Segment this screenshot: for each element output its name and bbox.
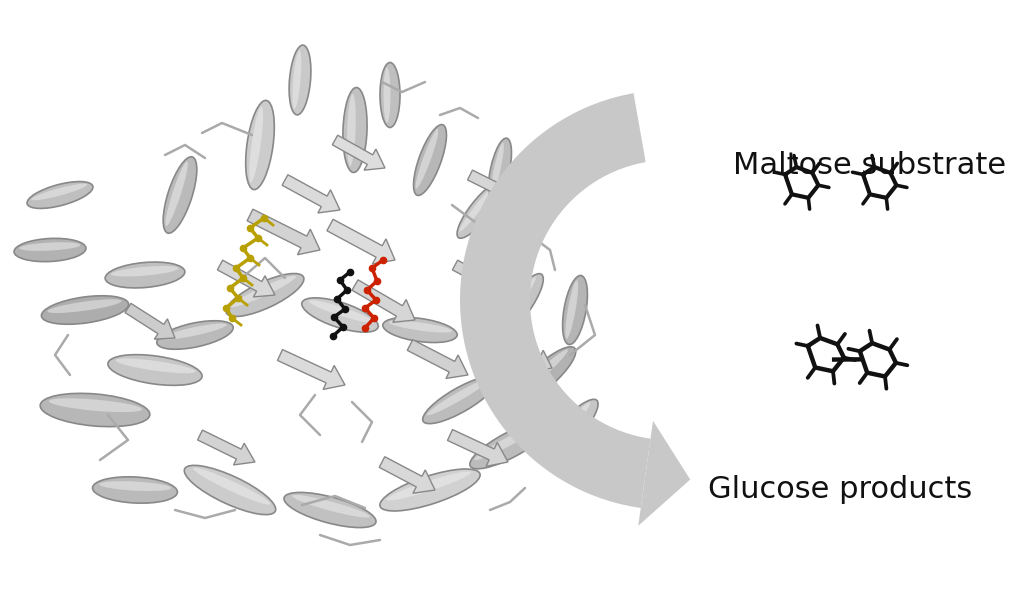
Ellipse shape bbox=[163, 157, 197, 233]
Ellipse shape bbox=[309, 300, 374, 323]
Text: Maltose substrate: Maltose substrate bbox=[733, 151, 1007, 179]
Ellipse shape bbox=[459, 185, 497, 232]
Ellipse shape bbox=[165, 161, 187, 226]
Ellipse shape bbox=[157, 321, 233, 349]
Ellipse shape bbox=[380, 469, 480, 511]
Ellipse shape bbox=[184, 466, 275, 515]
Ellipse shape bbox=[423, 376, 498, 424]
FancyArrow shape bbox=[379, 457, 435, 493]
Ellipse shape bbox=[302, 298, 378, 332]
Ellipse shape bbox=[490, 142, 504, 196]
Ellipse shape bbox=[111, 266, 178, 277]
Ellipse shape bbox=[230, 275, 296, 307]
Ellipse shape bbox=[545, 402, 591, 453]
Ellipse shape bbox=[32, 184, 87, 200]
Ellipse shape bbox=[380, 62, 400, 127]
Ellipse shape bbox=[99, 481, 171, 491]
FancyArrow shape bbox=[468, 170, 520, 203]
Ellipse shape bbox=[565, 280, 579, 339]
Ellipse shape bbox=[474, 424, 542, 460]
Ellipse shape bbox=[92, 477, 177, 503]
FancyArrow shape bbox=[447, 430, 508, 466]
Ellipse shape bbox=[292, 495, 370, 518]
Ellipse shape bbox=[19, 242, 80, 251]
FancyArrow shape bbox=[198, 430, 255, 465]
Ellipse shape bbox=[562, 275, 588, 344]
FancyArrow shape bbox=[278, 350, 345, 389]
Ellipse shape bbox=[383, 317, 457, 343]
FancyArrow shape bbox=[217, 260, 275, 297]
Ellipse shape bbox=[542, 399, 598, 461]
FancyArrow shape bbox=[247, 209, 319, 255]
FancyArrow shape bbox=[125, 304, 175, 339]
Ellipse shape bbox=[384, 67, 390, 122]
Ellipse shape bbox=[41, 296, 129, 324]
Ellipse shape bbox=[517, 349, 568, 395]
Ellipse shape bbox=[499, 277, 536, 329]
Ellipse shape bbox=[389, 320, 452, 332]
Ellipse shape bbox=[488, 138, 512, 202]
Ellipse shape bbox=[386, 472, 471, 500]
Ellipse shape bbox=[497, 274, 544, 337]
Polygon shape bbox=[638, 421, 690, 526]
Ellipse shape bbox=[194, 467, 270, 505]
Ellipse shape bbox=[249, 107, 263, 182]
Ellipse shape bbox=[416, 129, 438, 189]
Text: Glucose products: Glucose products bbox=[708, 475, 972, 505]
Ellipse shape bbox=[470, 421, 550, 469]
Ellipse shape bbox=[246, 100, 274, 190]
Polygon shape bbox=[460, 93, 650, 508]
FancyArrow shape bbox=[352, 280, 415, 322]
Ellipse shape bbox=[226, 274, 304, 316]
Ellipse shape bbox=[47, 299, 122, 313]
Ellipse shape bbox=[289, 45, 311, 115]
FancyArrow shape bbox=[327, 219, 395, 264]
FancyArrow shape bbox=[453, 260, 510, 297]
FancyArrow shape bbox=[333, 135, 385, 170]
Ellipse shape bbox=[116, 358, 196, 373]
Ellipse shape bbox=[14, 238, 86, 262]
Ellipse shape bbox=[40, 394, 150, 427]
Ellipse shape bbox=[108, 355, 202, 385]
Ellipse shape bbox=[347, 94, 355, 166]
Ellipse shape bbox=[49, 398, 142, 412]
Ellipse shape bbox=[343, 88, 367, 172]
Ellipse shape bbox=[105, 262, 185, 288]
Ellipse shape bbox=[457, 182, 503, 238]
Ellipse shape bbox=[27, 182, 93, 208]
FancyArrow shape bbox=[503, 340, 552, 372]
Ellipse shape bbox=[514, 347, 575, 403]
Ellipse shape bbox=[293, 50, 301, 109]
FancyArrow shape bbox=[283, 175, 340, 213]
Ellipse shape bbox=[414, 125, 446, 196]
Ellipse shape bbox=[284, 493, 376, 527]
Ellipse shape bbox=[162, 323, 226, 340]
Ellipse shape bbox=[427, 379, 489, 415]
FancyArrow shape bbox=[408, 340, 468, 379]
